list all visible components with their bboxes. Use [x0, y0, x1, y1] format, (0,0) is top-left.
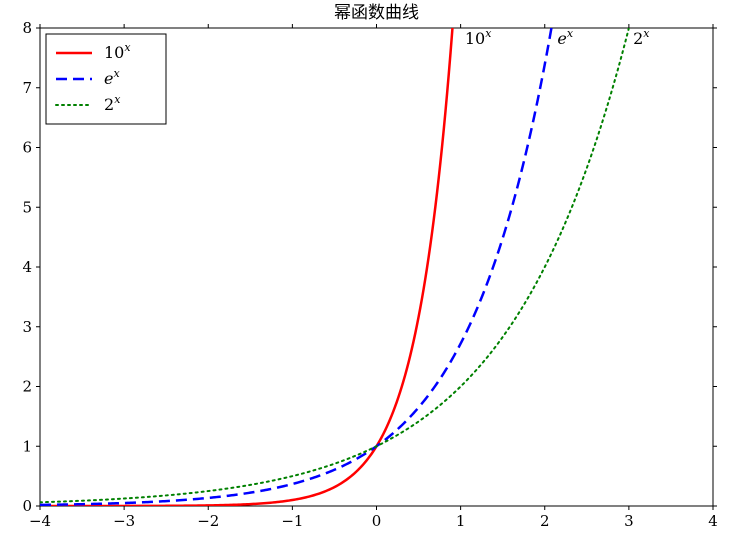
- y-tick-label: 1: [22, 437, 32, 455]
- x-tick-label: −2: [197, 512, 219, 530]
- x-tick-label: 1: [456, 512, 466, 530]
- y-tick-label: 7: [22, 79, 32, 97]
- x-tick-label: 2: [540, 512, 550, 530]
- y-tick-label: 6: [22, 139, 32, 157]
- legend: 10xex2x: [46, 34, 166, 124]
- x-tick-label: −4: [29, 512, 51, 530]
- x-tick-label: −1: [281, 512, 303, 530]
- x-tick-label: 4: [708, 512, 718, 530]
- y-tick-label: 3: [22, 318, 32, 336]
- exponential-chart: 幂函数曲线−4−3−2−10123401234567810xex2x10xex2…: [0, 0, 731, 536]
- x-tick-label: 3: [624, 512, 634, 530]
- y-tick-label: 5: [22, 198, 32, 216]
- chart-title: 幂函数曲线: [334, 3, 419, 22]
- y-tick-label: 8: [22, 19, 32, 37]
- y-tick-label: 4: [22, 258, 32, 276]
- x-tick-label: 0: [372, 512, 382, 530]
- chart-container: 幂函数曲线−4−3−2−10123401234567810xex2x10xex2…: [0, 0, 731, 536]
- y-tick-label: 2: [22, 378, 32, 396]
- x-tick-label: −3: [113, 512, 135, 530]
- y-tick-label: 0: [22, 497, 32, 515]
